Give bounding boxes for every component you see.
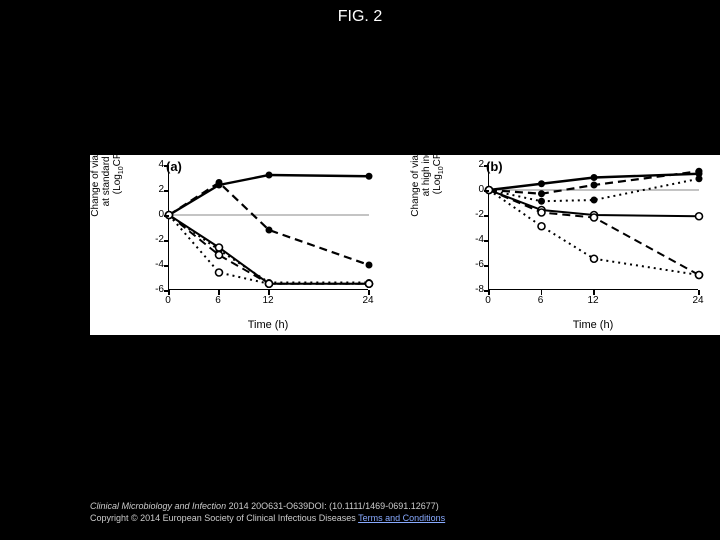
panel-b: (b) Change of viable bacteria at high in… (410, 155, 720, 335)
ytick-label: 0 (468, 184, 484, 195)
ylabel-line1: Change of viable bacteria (410, 103, 421, 216)
citation-copyright: Copyright © 2014 European Society of Cli… (90, 513, 358, 523)
ylabel-sub: 10 (118, 166, 125, 174)
xtick-label: 24 (358, 295, 378, 306)
ytick-label: 0 (148, 209, 164, 220)
ylabel-line3a: (Log (112, 174, 123, 194)
ytick-label: 4 (148, 159, 164, 170)
ytick-label: -6 (148, 284, 164, 295)
panel-b-svg (489, 165, 698, 289)
xtick-label: 12 (258, 295, 278, 306)
xtick-label: 24 (688, 295, 708, 306)
ytick-label: -4 (468, 234, 484, 245)
xtick-label: 0 (158, 295, 178, 306)
terms-link[interactable]: Terms and Conditions (358, 513, 445, 523)
panel-a-ylabel: Change of viable bacteria at standard in… (90, 95, 127, 225)
ytick-label: 2 (468, 159, 484, 170)
panel-b-plot-area (488, 165, 698, 290)
panel-a-xlabel: Time (h) (168, 319, 368, 331)
xtick-label: 12 (583, 295, 603, 306)
ylabel-line3b: CFU/mL) (112, 126, 123, 167)
ytick-label: -8 (468, 284, 484, 295)
ytick-label: -2 (468, 209, 484, 220)
ylabel-sub: 10 (438, 166, 445, 174)
ytick-label: -2 (148, 234, 164, 245)
figure-title: FIG. 2 (0, 8, 720, 26)
citation-block: Clinical Microbiology and Infection 2014… (90, 500, 445, 524)
panel-b-xlabel: Time (h) (488, 319, 698, 331)
citation-ref: 2014 20O631-O639DOI: (10.1111/1469-0691.… (226, 501, 439, 511)
chart-container: (a) Change of viable bacteria at standar… (90, 155, 720, 335)
ytick-label: 2 (148, 184, 164, 195)
panel-b-ylabel: Change of viable bacteria at high inocul… (410, 95, 447, 225)
ytick-label: -6 (468, 259, 484, 270)
ylabel-line3a: (Log (432, 174, 443, 194)
panel-a: (a) Change of viable bacteria at standar… (90, 155, 390, 335)
panel-a-svg (169, 165, 368, 289)
xtick-label: 6 (531, 295, 551, 306)
xtick-label: 6 (208, 295, 228, 306)
ylabel-line2: at standard inoculum (101, 114, 112, 207)
citation-journal: Clinical Microbiology and Infection (90, 501, 226, 511)
xtick-label: 0 (478, 295, 498, 306)
panel-a-plot-area (168, 165, 368, 290)
ytick-label: -4 (148, 259, 164, 270)
ylabel-line2: at high inoculum (421, 124, 432, 197)
ylabel-line1: Change of viable bacteria (90, 103, 101, 216)
ylabel-line3b: CFU/mL) (432, 126, 443, 167)
